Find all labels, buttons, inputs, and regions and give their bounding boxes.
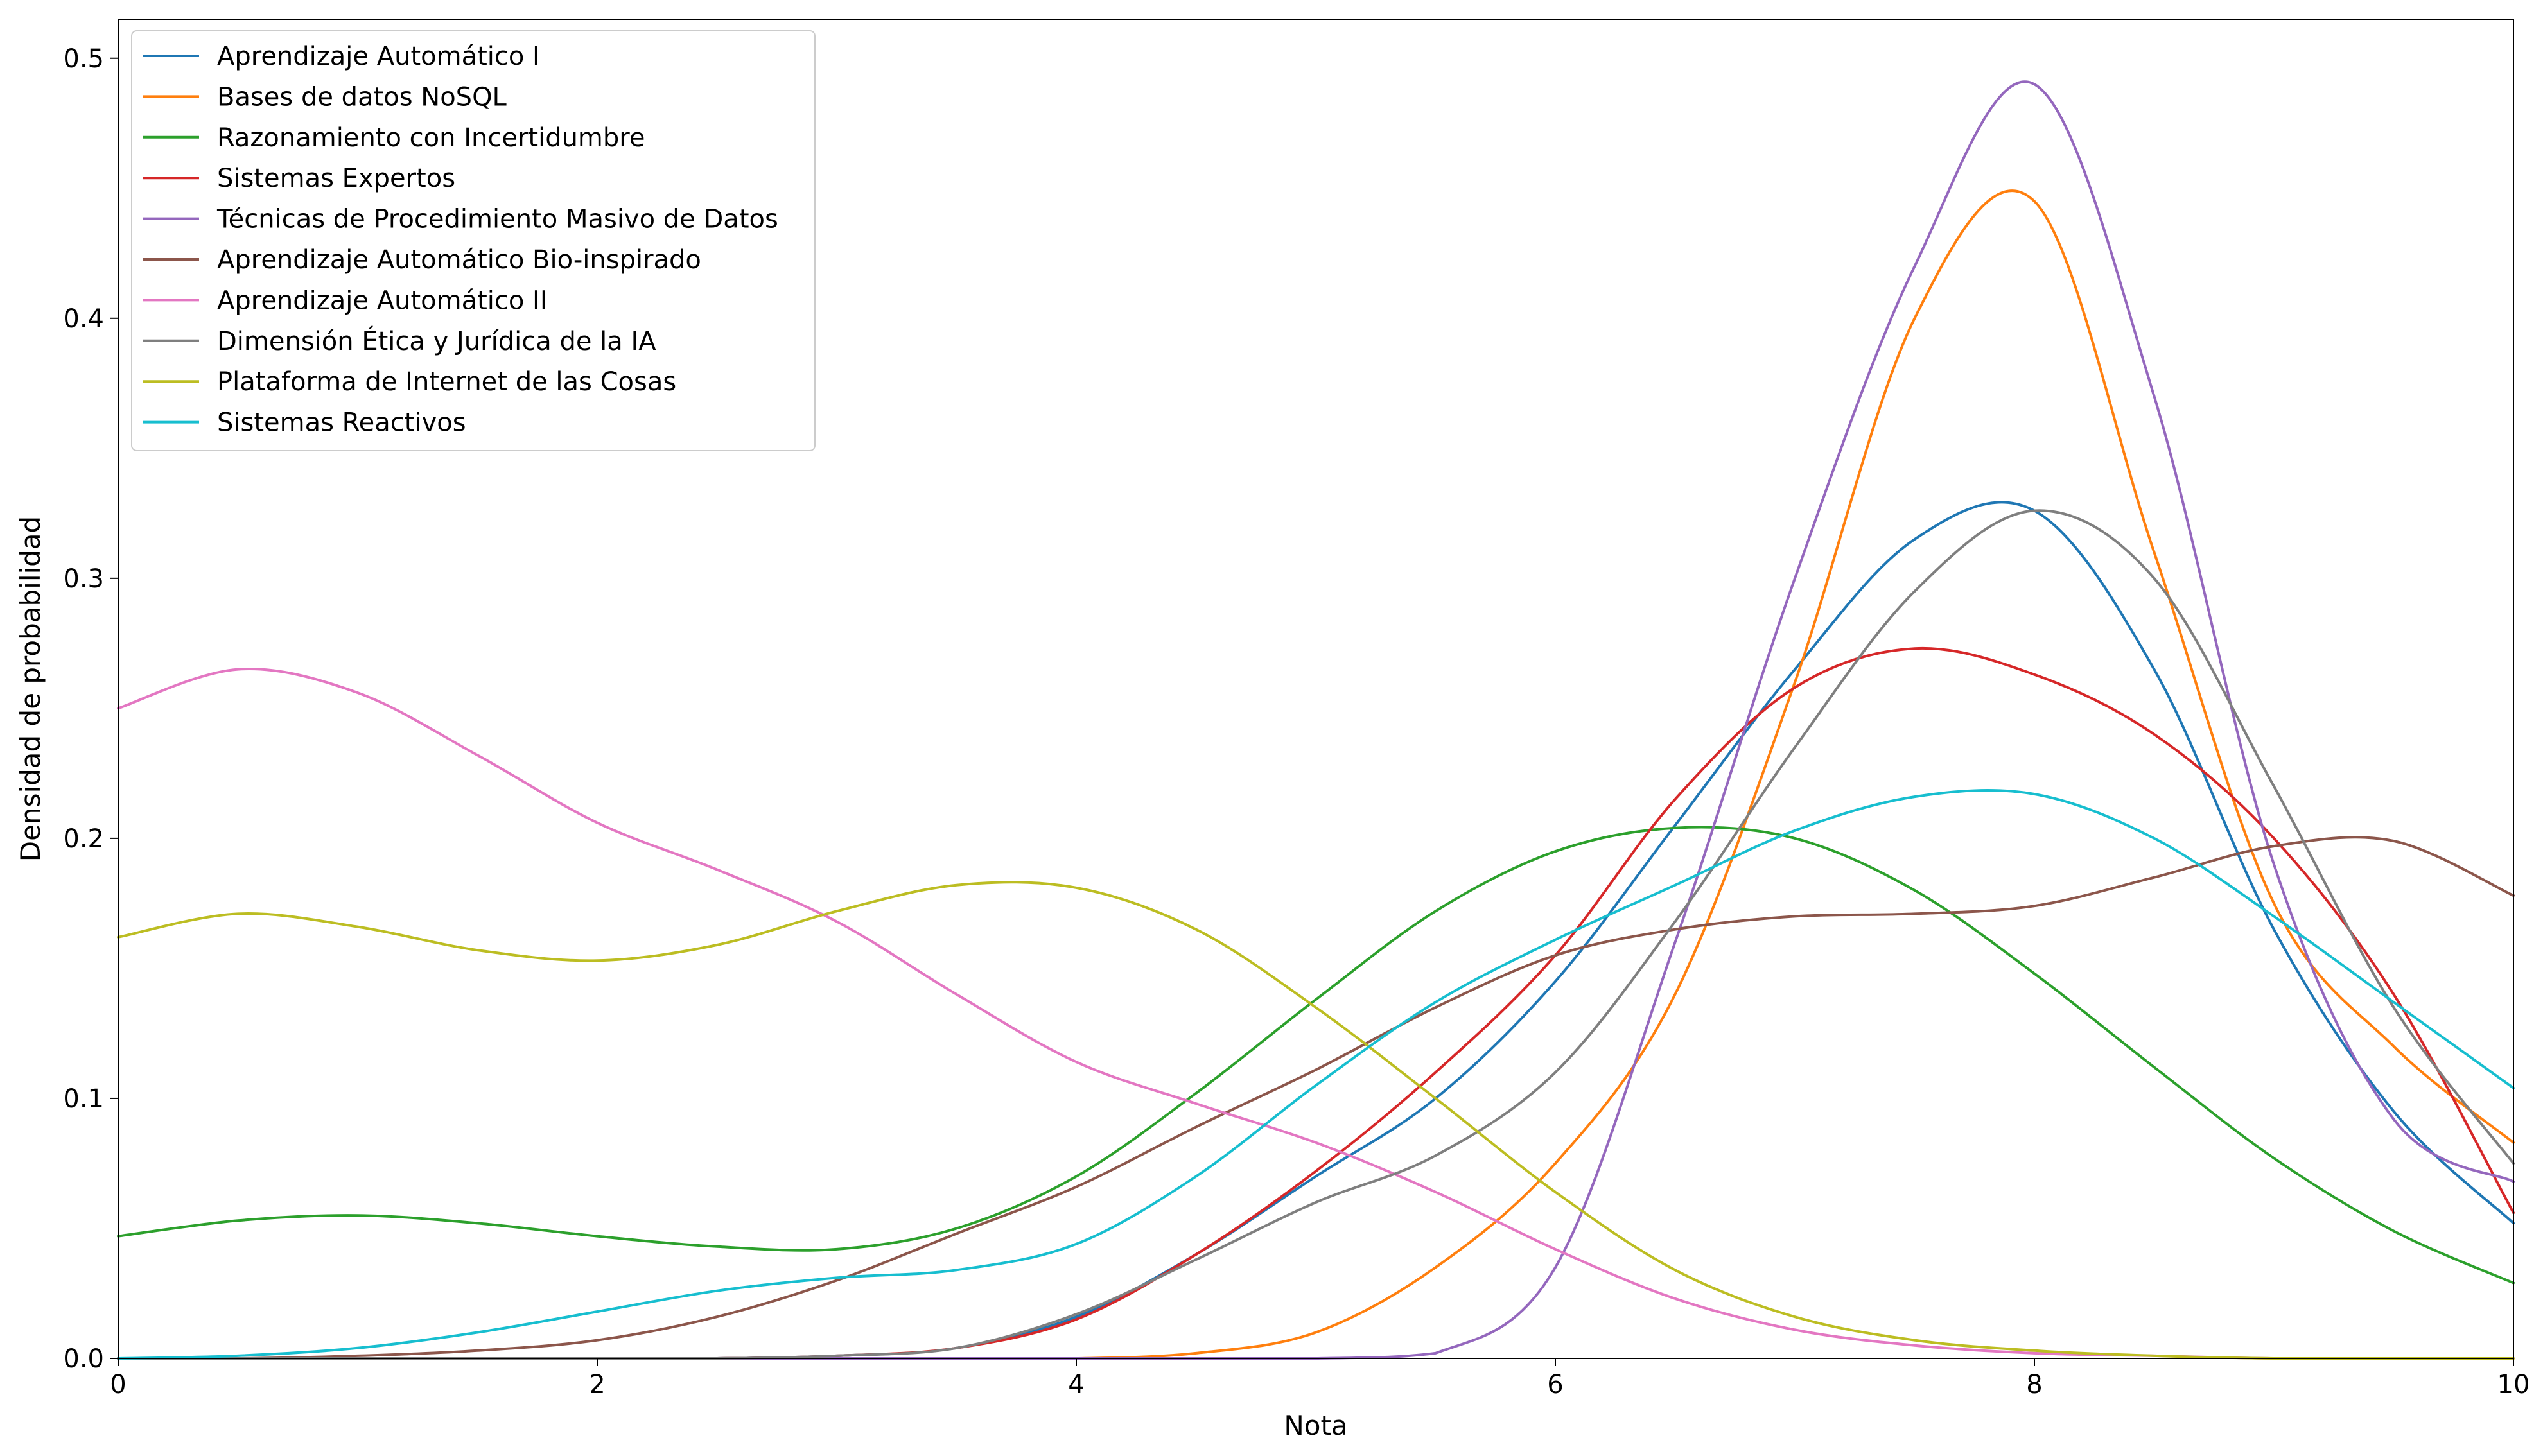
x-tick-label: 8 [2026,1370,2042,1400]
series-line-plataforma-de-internet-de-las-cosas [117,881,2515,1360]
legend-label-sistemas-reactivos: Sistemas Reactivos [217,408,466,438]
legend-label-aprendizaje-automatico-i: Aprendizaje Automático I [217,42,540,71]
legend-label-dimension-etica-y-juridica-de-la-ia: Dimensión Ética y Jurídica de la IA [217,325,656,356]
y-tick-label: 0.1 [63,1084,104,1114]
legend-label-plataforma-de-internet-de-las-cosas: Plataforma de Internet de las Cosas [217,367,676,397]
y-tick-label: 0.2 [63,824,104,854]
legend-label-tecnicas-de-procedimiento-masivo-de-datos: Técnicas de Procedimiento Masivo de Dato… [216,205,778,234]
legend-label-bases-de-datos-nosql: Bases de datos NoSQL [217,82,507,112]
x-tick-label: 2 [589,1370,605,1400]
legend-label-aprendizaje-automatico-ii: Aprendizaje Automático II [217,286,548,315]
x-axis-ticks: 0 2 4 6 8 10 [110,1358,2530,1400]
y-tick-label: 0.0 [63,1344,104,1374]
y-tick-label: 0.5 [63,44,104,74]
y-tick-label: 0.4 [63,304,104,334]
legend-label-razonamiento-con-incertidumbre: Razonamiento con Incertidumbre [217,123,645,153]
series-line-sistemas-reactivos [117,789,2515,1360]
y-axis-ticks: 0.0 0.1 0.2 0.3 0.4 0.5 [63,44,118,1374]
plot-frame [118,19,2514,1359]
y-axis-label: Densidad de probabilidad [15,516,46,862]
legend-label-aprendizaje-automatico-bio-inspirado: Aprendizaje Automático Bio-inspirado [217,245,701,275]
legend-label-sistemas-expertos: Sistemas Expertos [217,164,455,193]
x-axis-label: Nota [1284,1410,1347,1441]
x-tick-label: 4 [1068,1370,1084,1400]
legend: Aprendizaje Automático I Bases de datos N… [131,30,816,451]
x-tick-label: 6 [1547,1370,1563,1400]
series-line-razonamiento-con-incertidumbre [117,826,2515,1285]
y-tick-label: 0.3 [63,564,104,594]
x-tick-label: 10 [2497,1370,2530,1400]
x-tick-label: 0 [110,1370,126,1400]
legend-frame [131,30,816,451]
series-line-aprendizaje-automatico-bio-inspirado [117,836,2515,1360]
